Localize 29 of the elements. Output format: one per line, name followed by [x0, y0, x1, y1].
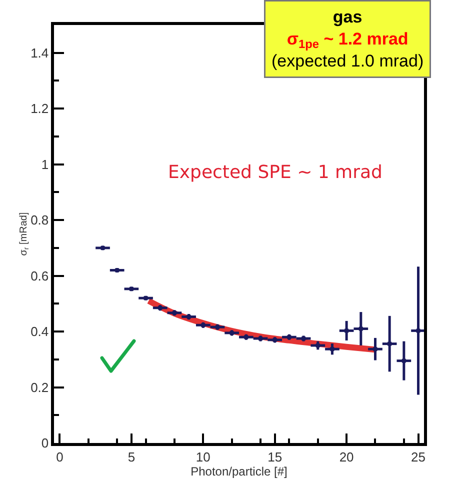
x-tick-label: 15 — [268, 449, 282, 464]
point — [358, 326, 363, 331]
y-tick-label: 1 — [41, 156, 49, 172]
y-tick-label: 0.6 — [30, 268, 49, 284]
point — [258, 336, 263, 340]
x-tick-label: 25 — [411, 449, 426, 464]
y-tick-label: 0 — [41, 436, 49, 451]
annotation: (expected 1.0 mrad) — [272, 52, 424, 71]
y-tick-label: 0.8 — [30, 212, 49, 228]
x-tick-label: 5 — [128, 449, 136, 464]
y-tick-label: 1.2 — [30, 101, 49, 116]
x-tick-label: 10 — [196, 449, 210, 464]
annotation: Expected SPE ~ 1 mrad — [168, 162, 382, 183]
x-tick-label: 0 — [56, 449, 64, 464]
point — [316, 343, 320, 348]
point — [388, 342, 392, 346]
y-tick-label: 0.4 — [30, 324, 49, 340]
point — [373, 347, 378, 352]
point — [344, 328, 349, 333]
point — [302, 336, 306, 340]
point — [330, 347, 334, 352]
annotation: σ$_{1pe}$ ~ 1.2 mrad — [286, 30, 408, 52]
point — [402, 358, 406, 363]
point — [416, 328, 420, 333]
x-axis-title: Photon/particle [#] — [190, 464, 288, 478]
y-tick-label: 0.2 — [30, 380, 49, 395]
annotation: gas — [332, 8, 362, 26]
y-tick-label: 1.4 — [30, 45, 49, 60]
x-tick-label: 20 — [339, 449, 354, 464]
